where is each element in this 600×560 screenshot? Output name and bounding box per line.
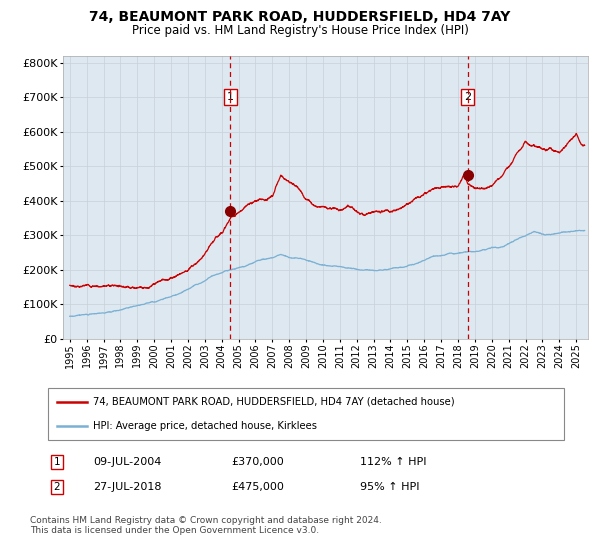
Text: £475,000: £475,000 (231, 482, 284, 492)
Text: 74, BEAUMONT PARK ROAD, HUDDERSFIELD, HD4 7AY: 74, BEAUMONT PARK ROAD, HUDDERSFIELD, HD… (89, 10, 511, 24)
Text: 2: 2 (53, 482, 61, 492)
Text: 95% ↑ HPI: 95% ↑ HPI (360, 482, 419, 492)
Text: 112% ↑ HPI: 112% ↑ HPI (360, 457, 427, 467)
Text: 1: 1 (227, 92, 234, 102)
Text: 27-JUL-2018: 27-JUL-2018 (93, 482, 161, 492)
Text: This data is licensed under the Open Government Licence v3.0.: This data is licensed under the Open Gov… (30, 526, 319, 535)
Text: 2: 2 (464, 92, 471, 102)
Text: 1: 1 (53, 457, 61, 467)
Text: Contains HM Land Registry data © Crown copyright and database right 2024.: Contains HM Land Registry data © Crown c… (30, 516, 382, 525)
Text: Price paid vs. HM Land Registry's House Price Index (HPI): Price paid vs. HM Land Registry's House … (131, 24, 469, 36)
Text: £370,000: £370,000 (231, 457, 284, 467)
Text: 74, BEAUMONT PARK ROAD, HUDDERSFIELD, HD4 7AY (detached house): 74, BEAUMONT PARK ROAD, HUDDERSFIELD, HD… (93, 397, 455, 407)
Text: 09-JUL-2004: 09-JUL-2004 (93, 457, 161, 467)
Text: HPI: Average price, detached house, Kirklees: HPI: Average price, detached house, Kirk… (93, 421, 317, 431)
